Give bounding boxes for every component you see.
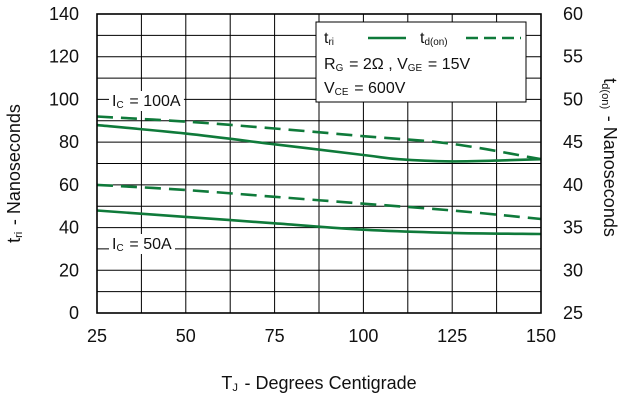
y-left-tick-label: 140 [49, 4, 79, 24]
tick-labels: 25 50 75 100 125 150 0 20 40 60 80 100 120 140 25 30 35 4… [49, 4, 583, 346]
y-right-axis-title: td(on) - Nanoseconds [599, 78, 619, 237]
plot-border [96, 13, 542, 314]
y-left-tick-label: 120 [49, 47, 79, 67]
legend-label-tri: tri [324, 30, 335, 48]
y-left-axis-title: tri - Nanoseconds [4, 104, 25, 243]
annotation-ic-100a-bg [109, 91, 184, 111]
axis-titles: TJ - Degrees Centigrade tri - Nanoseconds… [4, 78, 619, 394]
series-line-t-d-on--i-c-100a [96, 115, 542, 161]
annotation-ic-50a-bg [109, 234, 175, 254]
y-right-tick-label: 45 [563, 132, 583, 152]
legend: tri td(on) RG = 2Ω , VGE = 15V VCE = 600V [315, 21, 527, 103]
x-axis-title: TJ - Degrees Centigrade [221, 373, 416, 394]
annotation-ic-50a: IC = 50A [112, 236, 172, 254]
x-tick-label: 75 [265, 326, 285, 346]
x-tick-label: 25 [87, 326, 107, 346]
x-tick-label: 50 [176, 326, 196, 346]
annotation-ic-100a: IC = 100A [112, 93, 181, 111]
y-right-tick-label: 25 [563, 303, 583, 323]
y-right-tick-label: 40 [563, 175, 583, 195]
y-right-tick-label: 50 [563, 89, 583, 109]
y-right-tick-label: 30 [563, 260, 583, 280]
legend-condition-vce: VCE = 600V [324, 80, 406, 98]
annotations: IC = 100A IC = 50A [109, 91, 184, 254]
y-left-tick-label: 0 [69, 303, 79, 323]
y-left-tick-label: 100 [49, 89, 79, 109]
series-line-t-ri-i-c-50a [96, 209, 542, 236]
legend-condition-rg: RG = 2Ω , VGE = 15V [324, 56, 470, 74]
plot-frame [96, 13, 542, 314]
y-right-tick-label: 60 [563, 4, 583, 24]
series-line-t-d-on--i-c-50a [96, 183, 542, 221]
y-left-tick-label: 80 [59, 132, 79, 152]
plot-series [96, 115, 542, 236]
x-tick-label: 150 [526, 326, 556, 346]
x-tick-label: 100 [348, 326, 378, 346]
series-line-t-ri-i-c-100a [96, 123, 542, 163]
y-left-tick-label: 20 [59, 260, 79, 280]
legend-label-tdon: td(on) [420, 30, 449, 48]
y-left-tick-label: 60 [59, 175, 79, 195]
y-right-tick-label: 55 [563, 47, 583, 67]
y-left-tick-label: 40 [59, 218, 79, 238]
y-right-tick-label: 35 [563, 218, 583, 238]
legend-box [315, 21, 527, 103]
x-tick-label: 125 [437, 326, 467, 346]
